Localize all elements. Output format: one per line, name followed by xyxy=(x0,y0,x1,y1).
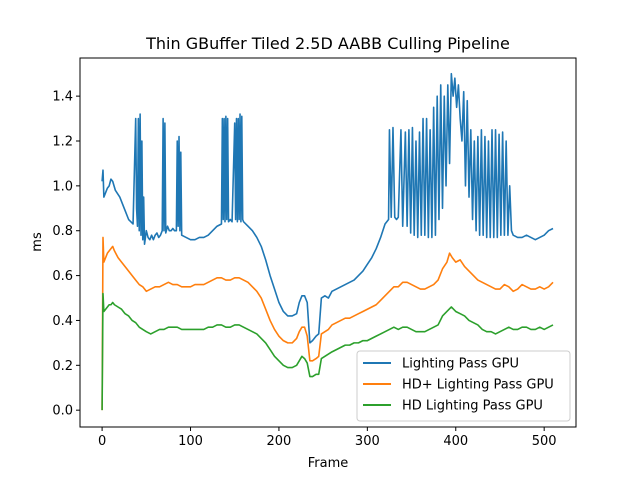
series-line-1 xyxy=(101,72,554,344)
y-tick-label: 1.2 xyxy=(52,134,73,149)
legend: Lighting Pass GPU HD+ Lighting Pass GPU HD… xyxy=(356,350,571,422)
x-axis-label: Frame xyxy=(308,456,349,471)
plot-frame xyxy=(79,57,577,428)
legend-box xyxy=(356,350,571,422)
chart-title: Thin GBuffer Tiled 2.5D AABB Culling Pip… xyxy=(145,34,510,53)
y-tick-label: 0.2 xyxy=(52,359,73,374)
y-tick-label: 1.0 xyxy=(52,179,73,194)
x-axis-ticks: 0 100 200 300 400 500 xyxy=(98,427,557,449)
x-tick-label: 400 xyxy=(443,434,468,449)
y-axis-ticks: 0.0 0.2 0.4 0.6 0.8 1.0 1.2 1.4 xyxy=(52,90,80,419)
y-axis-label: ms xyxy=(30,232,45,252)
y-tick-label: 0.6 xyxy=(52,269,73,284)
y-tick-label: 0.0 xyxy=(52,404,73,419)
y-tick-label: 0.4 xyxy=(52,314,73,329)
legend-label-1: Lighting Pass GPU xyxy=(402,357,519,372)
legend-label-3: HD Lighting Pass GPU xyxy=(402,399,543,414)
series-line-2 xyxy=(101,236,554,411)
y-tick-label: 0.8 xyxy=(52,224,73,239)
x-tick-label: 200 xyxy=(267,434,292,449)
x-tick-label: 500 xyxy=(532,434,557,449)
legend-label-2: HD+ Lighting Pass GPU xyxy=(402,378,554,393)
x-tick-label: 100 xyxy=(178,434,203,449)
series-line-3 xyxy=(101,292,554,411)
y-tick-label: 1.4 xyxy=(52,90,73,105)
x-tick-label: 0 xyxy=(98,434,106,449)
x-tick-label: 300 xyxy=(355,434,380,449)
plot-lines xyxy=(101,72,554,411)
